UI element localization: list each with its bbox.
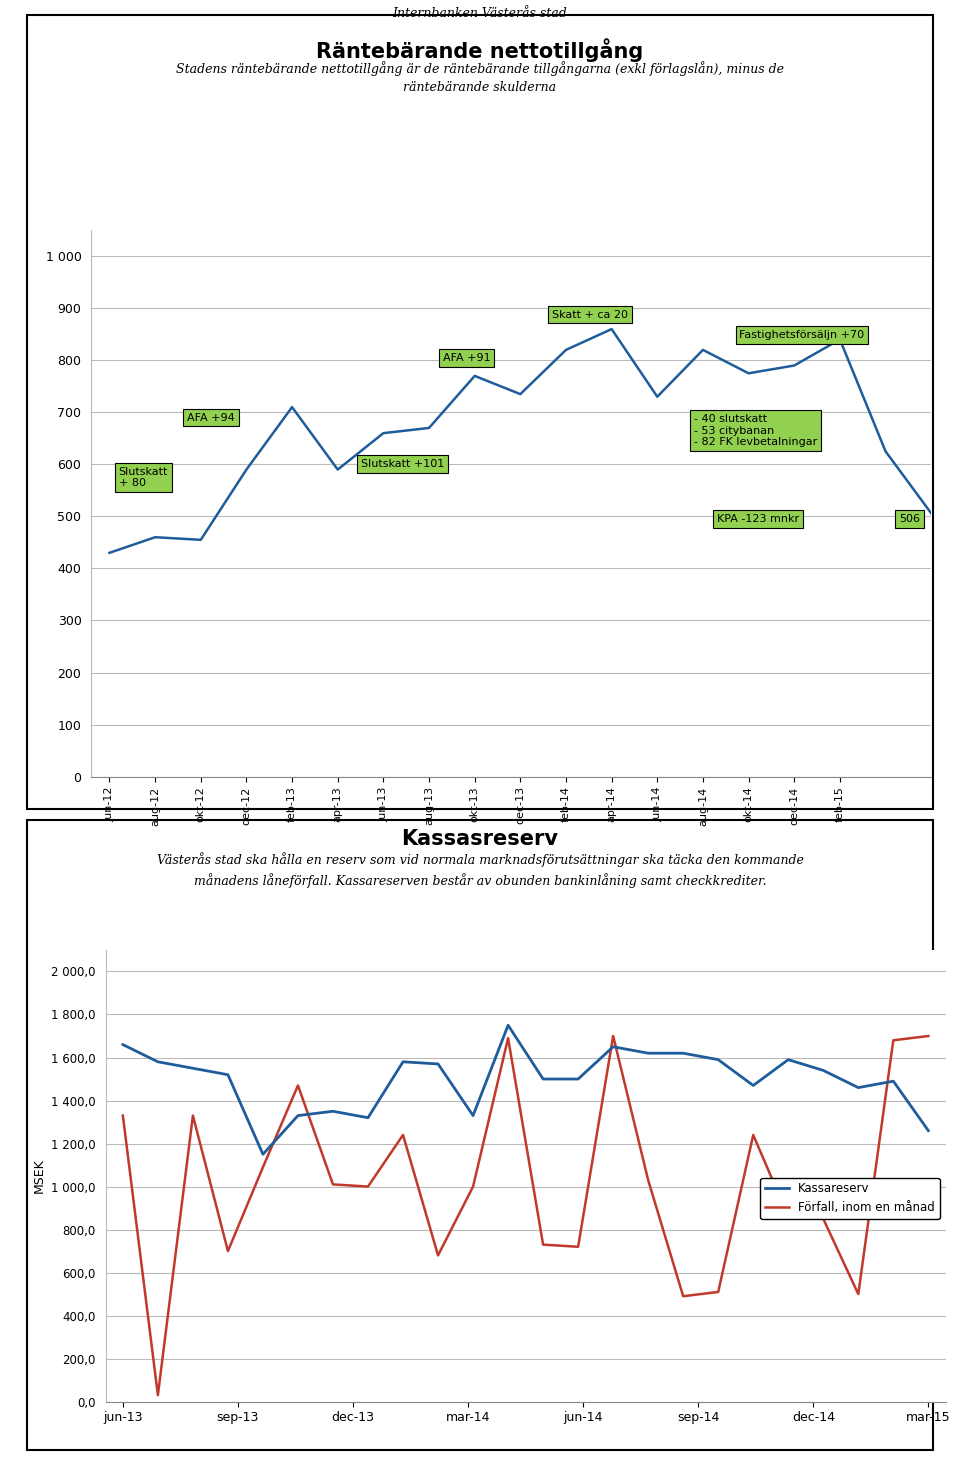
Kassareserv	[362, 1109, 373, 1126]
Förfall, inom en månad	[327, 1176, 339, 1193]
Kassareserv	[432, 1055, 444, 1072]
Text: - 40 slutskatt
- 53 citybanan
- 82 FK levbetalningar: - 40 slutskatt - 53 citybanan - 82 FK le…	[694, 414, 817, 447]
Line: Kassareserv: Kassareserv	[123, 1026, 928, 1154]
Legend: Kassareserv, Förfall, inom en månad: Kassareserv, Förfall, inom en månad	[760, 1177, 940, 1220]
Förfall, inom en månad	[642, 1171, 654, 1189]
Kassareserv	[538, 1071, 549, 1088]
Text: Slutskatt
+ 80: Slutskatt + 80	[119, 466, 168, 488]
Förfall, inom en månad	[888, 1032, 900, 1049]
Förfall, inom en månad	[397, 1126, 409, 1144]
Kassareserv	[748, 1077, 759, 1094]
Text: Räntebärande nettotillgång: Räntebärande nettotillgång	[317, 38, 643, 61]
Förfall, inom en månad	[538, 1236, 549, 1253]
Kassareserv	[397, 1053, 409, 1071]
Kassareserv	[572, 1071, 584, 1088]
Kassareserv	[852, 1078, 864, 1096]
Text: Skatt + ca 20: Skatt + ca 20	[552, 309, 628, 319]
Kassareserv	[152, 1053, 163, 1071]
Förfall, inom en månad	[572, 1238, 584, 1256]
Kassareserv	[818, 1062, 829, 1080]
Kassareserv	[642, 1045, 654, 1062]
Förfall, inom en månad	[782, 1208, 794, 1225]
Kassareserv	[468, 1107, 479, 1125]
Förfall, inom en månad	[608, 1027, 619, 1045]
Text: Internbanken Västerås stad: Internbanken Västerås stad	[393, 6, 567, 19]
Kassareserv	[712, 1050, 724, 1068]
Förfall, inom en månad	[502, 1030, 514, 1048]
Line: Förfall, inom en månad: Förfall, inom en månad	[123, 1036, 928, 1396]
Förfall, inom en månad	[923, 1027, 934, 1045]
Kassareserv	[502, 1017, 514, 1034]
Förfall, inom en månad	[748, 1126, 759, 1144]
Y-axis label: MSEK: MSEK	[33, 1158, 46, 1193]
Förfall, inom en månad	[432, 1247, 444, 1265]
Kassareserv	[888, 1072, 900, 1090]
Förfall, inom en månad	[678, 1288, 689, 1305]
Förfall, inom en månad	[187, 1107, 199, 1125]
Kassareserv	[292, 1107, 303, 1125]
Text: AFA +94: AFA +94	[187, 412, 235, 423]
Förfall, inom en månad	[292, 1077, 303, 1094]
Förfall, inom en månad	[712, 1284, 724, 1301]
Text: AFA +91: AFA +91	[443, 353, 491, 363]
Kassareserv	[678, 1045, 689, 1062]
Text: 506: 506	[900, 514, 921, 525]
Kassareserv	[222, 1067, 233, 1084]
Förfall, inom en månad	[152, 1387, 163, 1405]
Förfall, inom en månad	[117, 1107, 129, 1125]
Förfall, inom en månad	[362, 1177, 373, 1195]
Text: Slutskatt +101: Slutskatt +101	[361, 459, 444, 469]
Förfall, inom en månad	[818, 1211, 829, 1228]
Text: Stadens räntebärande nettotillgång är de räntebärande tillgångarna (exkl förlags: Stadens räntebärande nettotillgång är de…	[176, 61, 784, 95]
Kassareserv	[608, 1037, 619, 1055]
Kassareserv	[117, 1036, 129, 1053]
Kassareserv	[327, 1103, 339, 1120]
Förfall, inom en månad	[257, 1158, 269, 1176]
Text: Västerås stad ska hålla en reserv som vid normala marknadsförutsättningar ska tä: Västerås stad ska hålla en reserv som vi…	[156, 852, 804, 887]
Förfall, inom en månad	[222, 1243, 233, 1260]
Kassareserv	[257, 1145, 269, 1163]
Kassareserv	[782, 1050, 794, 1068]
Text: KPA -123 mnkr: KPA -123 mnkr	[716, 514, 799, 525]
Förfall, inom en månad	[468, 1177, 479, 1195]
Kassareserv	[923, 1122, 934, 1139]
Text: Kassasreserv: Kassasreserv	[401, 829, 559, 849]
Förfall, inom en månad	[852, 1285, 864, 1303]
Text: Fastighetsförsäljn +70: Fastighetsförsäljn +70	[739, 331, 865, 341]
Kassareserv	[187, 1059, 199, 1077]
